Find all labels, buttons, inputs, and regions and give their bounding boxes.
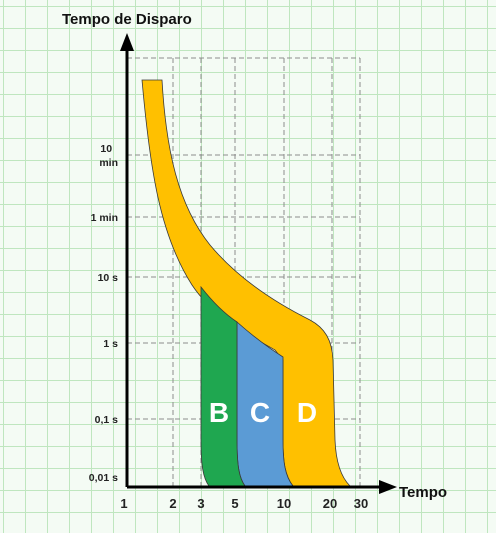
y-tick-label-10s: 10 s (98, 272, 119, 284)
y-tick-label-001s: 0,01 s (89, 472, 118, 484)
curve-band-d (141, 79, 351, 487)
x-tick-label-10: 10 (277, 496, 291, 511)
y-axis-title: Tempo de Disparo (62, 11, 192, 28)
x-tick-label-1: 1 (120, 496, 127, 511)
x-axis-arrow (379, 480, 397, 494)
band-label-b: B (209, 397, 229, 428)
y-tick-label-10min-line2: min (99, 157, 118, 169)
y-tick-label-01s: 0,1 s (95, 414, 119, 426)
axes (125, 48, 384, 489)
x-tick-labels: 1 2 3 5 10 20 30 (120, 496, 368, 511)
y-tick-label-10min-line1: 10 (100, 143, 112, 155)
x-tick-label-5: 5 (231, 496, 238, 511)
x-tick-label-2: 2 (169, 496, 176, 511)
y-tick-label-1min: 1 min (91, 212, 118, 224)
y-tick-label-1s: 1 s (103, 338, 118, 350)
y-tick-labels: 10 min 1 min 10 s 1 s 0,1 s 0,01 s (89, 143, 118, 484)
y-tick-label-10min: 10 min (99, 143, 118, 169)
x-axis-title: Tempo (399, 484, 447, 501)
x-tick-label-3: 3 (197, 496, 204, 511)
curve-band-b (200, 285, 246, 487)
y-axis-arrow (120, 33, 134, 51)
x-tick-label-30: 30 (354, 496, 368, 511)
band-label-c: C (250, 397, 270, 428)
band-label-d: D (297, 397, 317, 428)
x-tick-label-20: 20 (323, 496, 337, 511)
